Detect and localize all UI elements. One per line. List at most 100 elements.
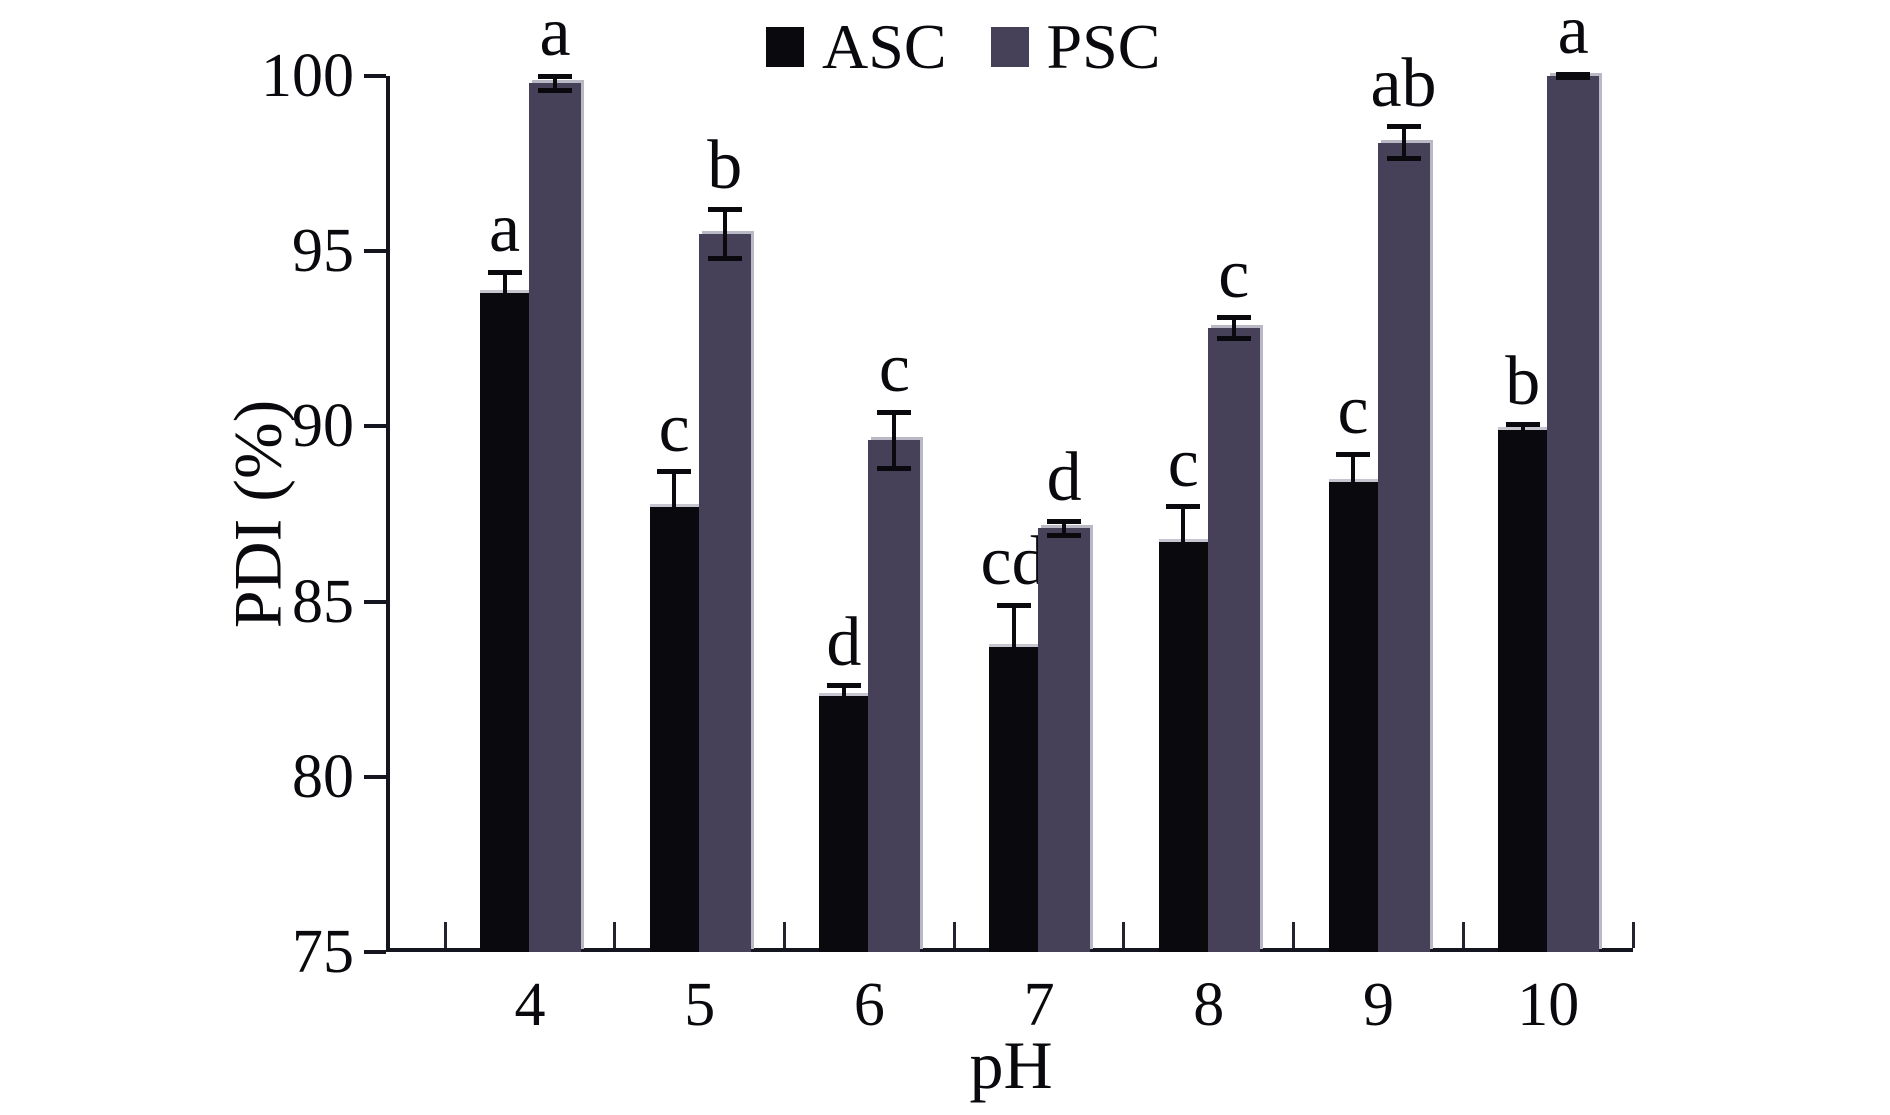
bar-asc-ph5 <box>649 506 699 952</box>
error-bar-line <box>1401 126 1406 159</box>
x-axis-tick <box>1631 922 1635 948</box>
x-axis-tick <box>1122 922 1126 948</box>
error-bar-line <box>553 76 557 91</box>
error-bar-line <box>892 412 897 469</box>
y-axis-tick <box>364 950 386 954</box>
error-bar-cap-bottom <box>1386 155 1421 161</box>
error-bar-cap-bottom <box>1556 75 1591 81</box>
x-axis-tick <box>443 922 447 948</box>
error-bar-cap-top <box>1556 71 1591 77</box>
x-axis-tick <box>1292 922 1296 948</box>
y-tick-label: 95 <box>292 217 354 286</box>
bar-psc-ph5 <box>698 233 751 952</box>
y-axis-tick <box>364 774 386 779</box>
legend-item-asc: ASC <box>766 12 947 82</box>
error-bar-cap-bottom <box>538 87 572 93</box>
significance-letter: b <box>707 127 743 205</box>
y-tick-label: 85 <box>292 567 354 636</box>
error-bar-cap-top <box>657 469 692 475</box>
error-bar-cap-bottom <box>1336 507 1370 513</box>
error-bar-cap-top <box>1166 504 1201 510</box>
error-bar-cap-bottom <box>1166 574 1201 580</box>
error-bar-line <box>672 471 677 543</box>
y-axis-tick <box>364 599 386 604</box>
error-bar-cap-top <box>1216 315 1251 321</box>
y-axis-tick <box>364 424 386 429</box>
error-bar-cap-bottom <box>996 686 1031 692</box>
x-axis-title: pH <box>969 1027 1053 1103</box>
x-tick-label: 4 <box>514 971 546 1039</box>
x-tick-label: 5 <box>684 971 716 1039</box>
error-bar-cap-top <box>1386 124 1421 130</box>
error-bar-line <box>1351 454 1355 511</box>
error-bar-line <box>1011 605 1016 690</box>
error-bar-line <box>841 685 846 707</box>
y-axis-tick <box>364 249 386 254</box>
x-axis-tick <box>783 922 787 948</box>
error-bar-line <box>1520 424 1525 436</box>
significance-letter: a <box>539 0 571 71</box>
error-bar-cap-bottom <box>707 255 742 261</box>
x-tick-label: 7 <box>1023 971 1055 1039</box>
error-bar-line <box>502 272 507 315</box>
significance-letter: c <box>1337 372 1369 450</box>
bar-psc-ph7 <box>1038 528 1091 952</box>
x-axis-tick <box>952 922 956 948</box>
error-bar-cap-bottom <box>877 465 912 471</box>
error-bar-cap-top <box>996 602 1031 608</box>
error-bar-cap-bottom <box>1216 336 1251 342</box>
error-bar-cap-bottom <box>826 704 861 710</box>
error-bar-cap-bottom <box>487 311 522 317</box>
x-axis-tick <box>613 922 617 948</box>
significance-letter: d <box>826 603 862 681</box>
bar-asc-ph8 <box>1158 542 1208 952</box>
y-tick-label: 100 <box>261 42 354 110</box>
bar-psc-ph6 <box>868 440 921 952</box>
legend-swatch-asc <box>766 27 804 67</box>
x-tick-label: 8 <box>1193 971 1225 1039</box>
significance-letter: ab <box>1370 44 1437 122</box>
bar-psc-ph10 <box>1547 76 1600 952</box>
error-bar-cap-top <box>538 73 572 79</box>
y-axis-line <box>386 76 390 952</box>
legend-swatch-psc <box>990 27 1029 67</box>
error-bar-cap-bottom <box>1047 532 1082 538</box>
error-bar-cap-bottom <box>657 539 692 545</box>
bar-asc-ph7 <box>989 647 1039 952</box>
error-bar-line <box>1062 521 1067 536</box>
legend-item-psc: PSC <box>990 11 1161 82</box>
significance-letter: c <box>1167 424 1199 502</box>
bar-asc-ph9 <box>1328 482 1378 952</box>
x-tick-label: 9 <box>1363 971 1394 1039</box>
bar-psc-ph8 <box>1207 328 1260 952</box>
bar-asc-ph6 <box>819 696 869 952</box>
significance-letter: c <box>1218 235 1250 313</box>
x-tick-label: 6 <box>853 971 885 1039</box>
significance-letter: a <box>488 190 521 268</box>
legend-label-asc: ASC <box>822 11 947 82</box>
error-bar-cap-top <box>707 206 742 212</box>
error-bar-cap-top <box>826 683 861 689</box>
error-bar-line <box>1181 506 1186 578</box>
bar-psc-ph4 <box>529 83 581 952</box>
significance-letter: a <box>1557 0 1589 70</box>
significance-letter: b <box>1505 342 1541 420</box>
x-tick-label: 10 <box>1517 971 1580 1039</box>
error-bar-cap-top <box>877 409 912 415</box>
error-bar-cap-top <box>1505 422 1540 428</box>
legend: ASC PSC <box>766 12 1160 82</box>
error-bar-line <box>722 209 727 259</box>
significance-letter: d <box>1046 439 1082 516</box>
bar-asc-ph4 <box>480 293 529 952</box>
y-tick-label: 90 <box>292 392 354 461</box>
significance-letter: c <box>658 389 690 467</box>
error-bar-cap-top <box>1047 518 1082 524</box>
error-bar-cap-top <box>487 269 522 275</box>
y-tick-label: 75 <box>292 918 354 986</box>
y-tick-label: 80 <box>292 742 354 811</box>
error-bar-line <box>1231 317 1236 339</box>
significance-letter: cd <box>980 523 1047 601</box>
legend-label-psc: PSC <box>1046 11 1161 82</box>
